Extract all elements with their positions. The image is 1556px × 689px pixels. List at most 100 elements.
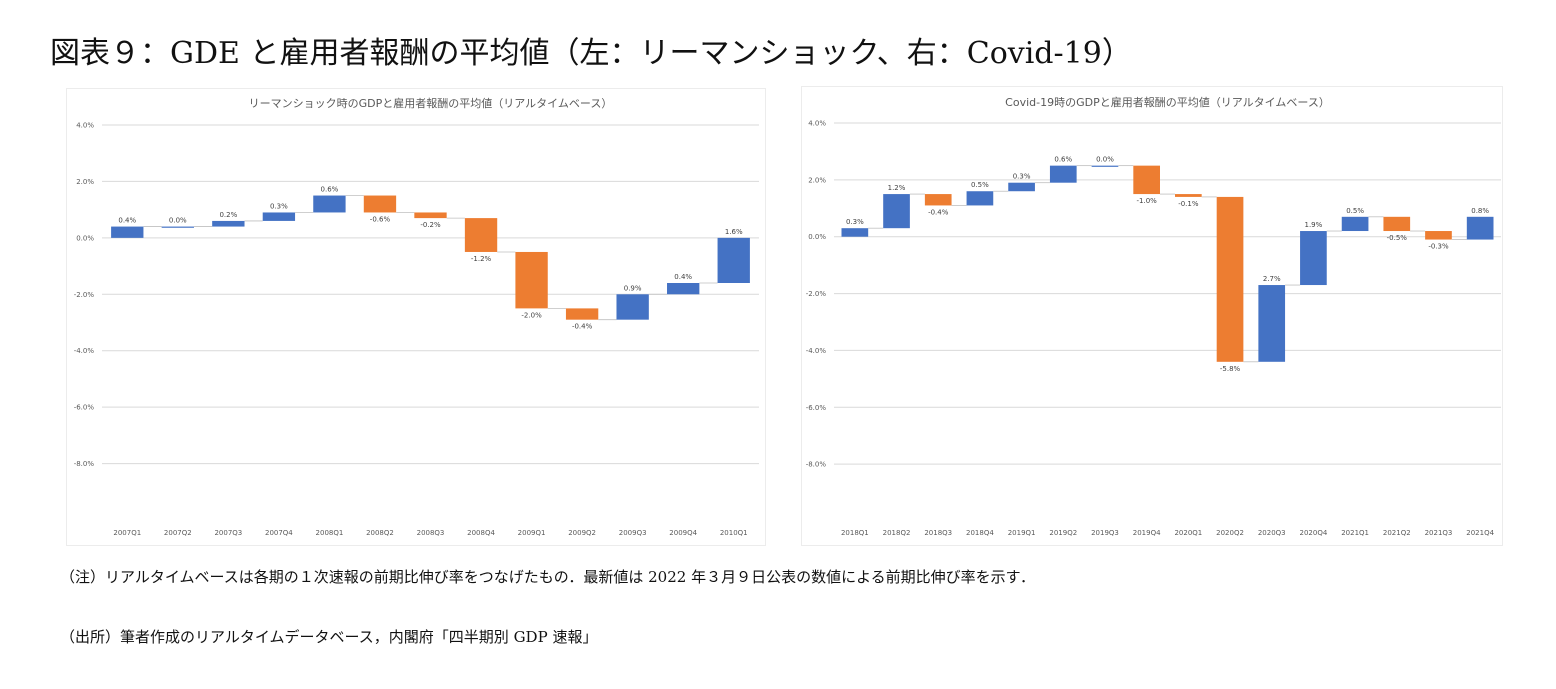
y-tick-label: 2.0% bbox=[76, 178, 94, 186]
bar-2019Q1 bbox=[1008, 182, 1035, 192]
x-tick-label: 2008Q1 bbox=[316, 529, 344, 537]
data-label: 0.5% bbox=[1346, 207, 1364, 215]
x-tick-label: 2020Q4 bbox=[1300, 529, 1328, 537]
data-label: -1.2% bbox=[471, 255, 492, 263]
y-tick-label: 0.0% bbox=[808, 233, 826, 241]
y-tick-label: 2.0% bbox=[808, 176, 826, 184]
bar-2008Q2 bbox=[363, 195, 397, 213]
x-tick-label: 2021Q1 bbox=[1341, 529, 1369, 537]
bar-2020Q4 bbox=[1300, 231, 1327, 286]
data-label: 0.0% bbox=[1096, 156, 1114, 164]
x-tick-label: 2019Q4 bbox=[1133, 529, 1161, 537]
x-tick-label: 2020Q1 bbox=[1174, 529, 1202, 537]
bar-2018Q2 bbox=[883, 194, 910, 229]
data-label: -0.4% bbox=[572, 323, 593, 331]
data-label: 1.6% bbox=[725, 228, 743, 236]
bar-2007Q3 bbox=[212, 220, 245, 227]
y-tick-label: -4.0% bbox=[74, 347, 95, 355]
data-label: -0.2% bbox=[420, 221, 441, 229]
y-tick-label: -2.0% bbox=[74, 291, 95, 299]
data-label: -1.0% bbox=[1137, 197, 1158, 205]
x-tick-label: 2019Q1 bbox=[1008, 529, 1036, 537]
bar-2019Q3 bbox=[1091, 165, 1119, 167]
x-tick-label: 2021Q2 bbox=[1383, 529, 1411, 537]
bar-2007Q4 bbox=[262, 212, 296, 221]
chart-note: （注）リアルタイムベースは各期の１次速報の前期比伸び率をつなげたもの．最新値は … bbox=[60, 568, 1036, 586]
bar-2018Q1 bbox=[841, 228, 869, 237]
x-tick-label: 2007Q3 bbox=[214, 529, 242, 537]
x-tick-label: 2018Q3 bbox=[924, 529, 952, 537]
data-label: 0.8% bbox=[1471, 207, 1489, 215]
y-tick-label: -6.0% bbox=[74, 404, 95, 412]
lehman-chart-panel: リーマンショック時のGDPと雇用者報酬の平均値（リアルタイムベース） 4.0% 2.… bbox=[66, 88, 766, 546]
bar-2010Q1 bbox=[717, 237, 750, 283]
bar-2021Q2 bbox=[1383, 216, 1411, 232]
lehman-waterfall-chart: リーマンショック時のGDPと雇用者報酬の平均値（リアルタイムベース） 4.0% 2.… bbox=[74, 96, 759, 537]
chart-source: （出所）筆者作成のリアルタイムデータベース，内閣府「四半期別 GDP 速報」 bbox=[60, 628, 598, 646]
x-tick-label: 2009Q1 bbox=[518, 529, 546, 537]
data-label: 1.9% bbox=[1305, 221, 1323, 229]
data-label: -0.5% bbox=[1387, 234, 1408, 242]
bar-2007Q1 bbox=[111, 226, 144, 238]
bar-2021Q4 bbox=[1466, 216, 1494, 240]
bar-2008Q1 bbox=[313, 195, 346, 213]
x-tick-label: 2008Q3 bbox=[417, 529, 445, 537]
x-tick-label: 2019Q2 bbox=[1049, 529, 1077, 537]
bar-2021Q1 bbox=[1341, 216, 1369, 232]
x-tick-label: 2007Q2 bbox=[164, 529, 192, 537]
data-label: 0.6% bbox=[321, 186, 339, 194]
bar-2018Q3 bbox=[924, 194, 952, 206]
data-label: 1.2% bbox=[888, 184, 906, 192]
y-tick-label: -8.0% bbox=[74, 460, 95, 468]
figure-title: 図表９：GDE と雇用者報酬の平均値（左：リーマンショック、右：Covid-19… bbox=[50, 36, 1132, 71]
y-tick-label: -8.0% bbox=[806, 461, 827, 469]
bar-2019Q4 bbox=[1133, 165, 1160, 195]
data-label: -0.1% bbox=[1178, 200, 1199, 208]
bar-2020Q3 bbox=[1258, 285, 1286, 362]
x-tick-label: 2010Q1 bbox=[720, 529, 748, 537]
data-label: -2.0% bbox=[521, 311, 542, 319]
y-tick-label: -2.0% bbox=[806, 290, 827, 298]
data-label: 0.3% bbox=[1013, 173, 1031, 181]
bar-2021Q3 bbox=[1425, 231, 1452, 240]
bar-2020Q2 bbox=[1216, 196, 1244, 362]
chart-title: リーマンショック時のGDPと雇用者報酬の平均値（リアルタイムベース） bbox=[249, 96, 613, 110]
y-tick-label: 4.0% bbox=[808, 120, 826, 128]
x-tick-label: 2018Q2 bbox=[883, 529, 911, 537]
covid-chart-panel: Covid-19時のGDPと雇用者報酬の平均値（リアルタイムベース） 4.0% 2.… bbox=[801, 86, 1503, 546]
data-label: -0.3% bbox=[1428, 243, 1449, 251]
bar-2019Q2 bbox=[1049, 165, 1077, 183]
data-label: 0.5% bbox=[971, 181, 989, 189]
data-label: 2.7% bbox=[1263, 275, 1281, 283]
bar-2007Q2 bbox=[161, 226, 194, 228]
data-label: 0.4% bbox=[118, 217, 136, 225]
x-tick-label: 2021Q3 bbox=[1425, 529, 1453, 537]
data-label: 0.3% bbox=[846, 218, 864, 226]
data-label: 0.0% bbox=[169, 217, 187, 225]
x-tick-label: 2018Q1 bbox=[841, 529, 869, 537]
chart-title: Covid-19時のGDPと雇用者報酬の平均値（リアルタイムベース） bbox=[1005, 95, 1330, 109]
bar-2020Q1 bbox=[1175, 194, 1202, 197]
x-tick-label: 2009Q3 bbox=[619, 529, 647, 537]
bar-2009Q2 bbox=[565, 308, 599, 320]
x-tick-label: 2008Q2 bbox=[366, 529, 394, 537]
data-label: 0.4% bbox=[674, 273, 692, 281]
data-label: 0.6% bbox=[1054, 156, 1072, 164]
y-tick-label: 4.0% bbox=[76, 122, 94, 130]
data-label: 0.2% bbox=[219, 211, 237, 219]
covid-waterfall-chart: Covid-19時のGDPと雇用者報酬の平均値（リアルタイムベース） 4.0% 2.… bbox=[806, 95, 1501, 537]
bar-2009Q1 bbox=[515, 251, 548, 309]
data-label: -0.6% bbox=[370, 215, 391, 223]
x-tick-label: 2007Q1 bbox=[113, 529, 141, 537]
x-tick-label: 2019Q3 bbox=[1091, 529, 1119, 537]
x-tick-label: 2008Q4 bbox=[467, 529, 495, 537]
bar-2008Q4 bbox=[464, 218, 498, 252]
x-tick-label: 2018Q4 bbox=[966, 529, 994, 537]
bar-2008Q3 bbox=[414, 212, 447, 219]
data-label: -0.4% bbox=[928, 208, 949, 216]
x-tick-label: 2020Q2 bbox=[1216, 529, 1244, 537]
x-tick-label: 2021Q4 bbox=[1466, 529, 1494, 537]
bar-2018Q4 bbox=[966, 191, 994, 206]
y-tick-label: 0.0% bbox=[76, 234, 94, 242]
y-tick-label: -6.0% bbox=[806, 404, 827, 412]
